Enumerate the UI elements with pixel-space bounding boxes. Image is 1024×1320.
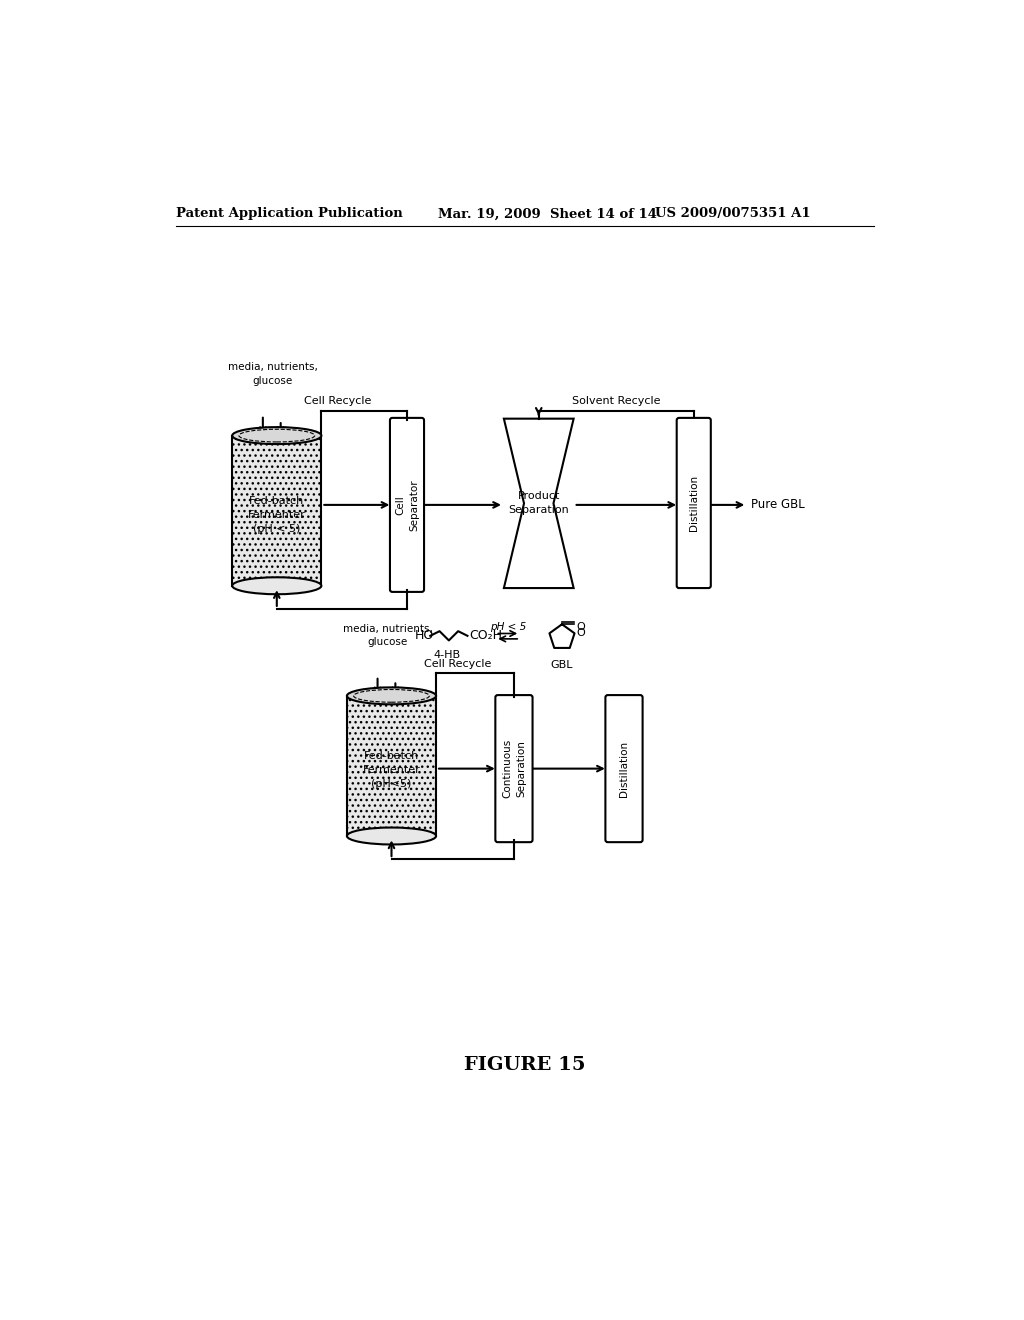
Text: Product
Separation: Product Separation [508,491,569,515]
Bar [347,696,436,836]
Text: media, nutrients,
glucose: media, nutrients, glucose [228,363,317,385]
Polygon shape [504,418,573,589]
Ellipse shape [232,577,322,594]
Ellipse shape [232,428,322,444]
Text: US 2009/0075351 A1: US 2009/0075351 A1 [655,207,811,220]
Text: O: O [577,622,586,631]
Text: media, nutrients,
glucose: media, nutrients, glucose [343,624,432,647]
Text: Distillation: Distillation [618,741,629,797]
Text: FIGURE 15: FIGURE 15 [464,1056,586,1074]
Text: Mar. 19, 2009  Sheet 14 of 14: Mar. 19, 2009 Sheet 14 of 14 [438,207,657,220]
Text: CO₂H: CO₂H [469,630,502,643]
Text: Distillation: Distillation [689,475,698,531]
Text: Fed-batch
Fermenter
(pH < 5): Fed-batch Fermenter (pH < 5) [248,495,306,533]
Text: Pure GBL: Pure GBL [751,499,805,511]
Bar [347,696,436,836]
Bar [232,436,322,586]
Text: GBL: GBL [551,660,573,669]
Text: Cell Recycle: Cell Recycle [303,396,371,407]
Text: Patent Application Publication: Patent Application Publication [176,207,402,220]
Bar [232,436,322,586]
Text: Cell
Separator: Cell Separator [395,479,419,531]
Ellipse shape [347,688,436,705]
Text: HO: HO [415,630,434,643]
Text: O: O [577,628,585,639]
FancyBboxPatch shape [496,696,532,842]
Ellipse shape [347,828,436,845]
Text: Cell Recycle: Cell Recycle [424,659,492,668]
FancyBboxPatch shape [677,418,711,589]
FancyBboxPatch shape [605,696,643,842]
Text: Continuous
Separation: Continuous Separation [502,739,526,799]
Text: pH < 5: pH < 5 [489,622,526,631]
Text: Fed-batch
Fermenter
(pH<5): Fed-batch Fermenter (pH<5) [362,751,421,789]
Text: 4-HB: 4-HB [434,649,461,660]
Text: Solvent Recycle: Solvent Recycle [572,396,660,407]
FancyBboxPatch shape [390,418,424,591]
